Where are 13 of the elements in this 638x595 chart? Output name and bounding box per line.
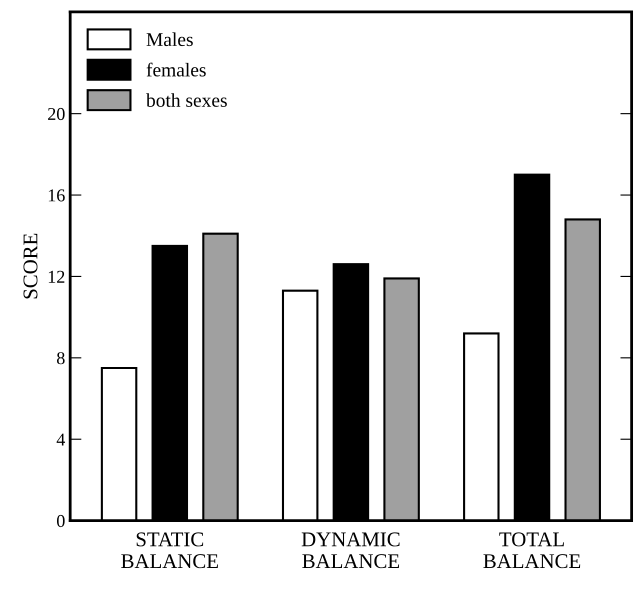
y-axis-title: SCORE: [23, 234, 38, 298]
legend-label: Males: [146, 32, 193, 46]
y-tick-label: 20: [48, 108, 65, 120]
x-tick-label: TOTAL BALANCE: [483, 532, 580, 568]
y-tick-label: 8: [56, 352, 65, 364]
y-tick-label: 16: [48, 189, 65, 202]
y-tick-label: 12: [48, 270, 64, 283]
legend-label: females: [146, 62, 206, 77]
y-tick-label: 4: [56, 434, 66, 446]
legend-label: both sexes: [146, 93, 227, 107]
x-tick-label: STATIC BALANCE: [121, 532, 218, 568]
y-tick-label: 0: [56, 514, 65, 528]
x-tick-label: DYNAMIC BALANCE: [302, 532, 400, 568]
